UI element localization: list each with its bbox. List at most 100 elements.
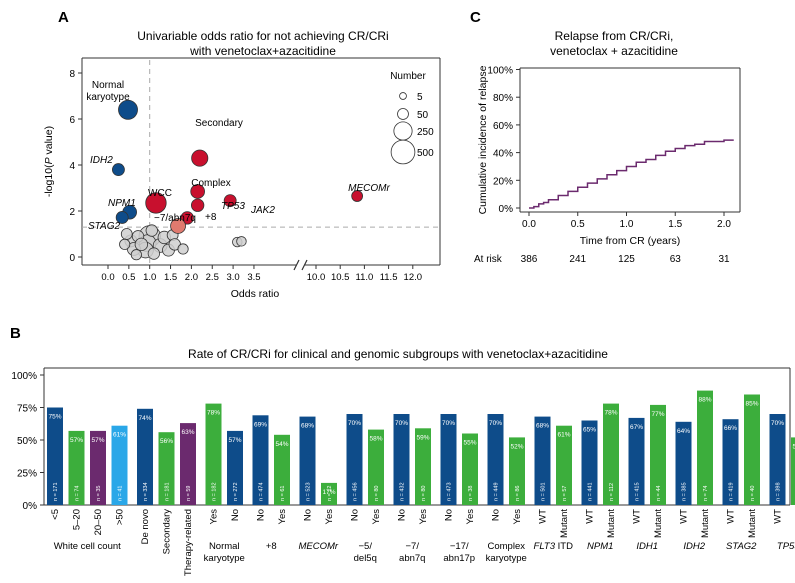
panel-a-scatter: Univariable odds ratio for not achieving… (43, 29, 441, 300)
chart-title: Rate of CR/CRi for clinical and genomic … (188, 347, 608, 361)
at-risk-value: 125 (618, 254, 635, 265)
group-label: TP53 (777, 541, 795, 552)
point-jak2 (223, 194, 237, 208)
category-label: Mutant (653, 509, 664, 538)
y-tick-label: 0% (23, 501, 38, 512)
y-tick-label: 80% (493, 93, 513, 104)
bar-value-label: 61% (113, 432, 126, 439)
category-label: Yes (371, 509, 382, 525)
category-label: WT (538, 509, 549, 524)
x-tick-label: 1.0 (620, 219, 634, 230)
x-tick-label: 0.0 (101, 272, 114, 283)
size-legend-circle (390, 139, 416, 165)
bar (47, 407, 63, 505)
bar (274, 434, 290, 505)
bar (68, 430, 85, 505)
bar-n-label: n = 272 (233, 482, 239, 501)
x-tick-label: 0.5 (122, 272, 135, 283)
chart-title: Univariable odds ratio for not achieving… (137, 29, 388, 58)
bar (650, 404, 666, 505)
bar-value-label: 61% (557, 432, 570, 439)
bar-n-label: n = 385 (682, 482, 688, 501)
x-tick-label: 2.0 (185, 272, 198, 283)
axis-break-mark (293, 259, 300, 271)
bar (744, 394, 760, 505)
panel-label-b: B (10, 325, 21, 342)
bar-value-label: 57% (70, 437, 83, 444)
group-label: +8 (266, 541, 277, 552)
bar (769, 414, 786, 505)
category-label: Secondary (162, 509, 173, 555)
category-label: No (491, 509, 502, 521)
x-tick-label: 10.5 (331, 272, 350, 283)
point (147, 247, 161, 260)
category-label: 5–20 (72, 509, 83, 530)
bar-value-label: 66% (724, 425, 737, 432)
category-label: No (230, 509, 241, 521)
bar-value-label: 70% (489, 420, 502, 427)
point-label: WCC (148, 188, 172, 199)
point-stag2 (115, 211, 129, 224)
bar (252, 415, 269, 505)
bar-value-label: 57% (228, 437, 241, 444)
bar-n-label: n = 80 (421, 486, 427, 501)
bar (227, 430, 243, 505)
bar-value-label: 65% (583, 427, 596, 434)
bar (556, 425, 572, 505)
group-label: IDH2 (683, 541, 705, 552)
bar (180, 423, 196, 505)
bar-value-label: 78% (207, 410, 220, 417)
bar-n-label: n = 398 (776, 482, 782, 501)
at-risk-value: 31 (718, 254, 730, 265)
bar-n-label: n = 44 (656, 486, 662, 501)
category-label: <5 (50, 509, 61, 520)
y-tick-label: 8 (69, 69, 75, 80)
size-legend-label: 50 (417, 110, 429, 121)
bar-value-label: 68% (301, 423, 314, 430)
bar-value-label: 69% (254, 421, 267, 428)
bar (628, 417, 645, 505)
category-label: Yes (324, 509, 335, 525)
category-label: No (256, 509, 267, 521)
point-label: IDH2 (90, 155, 113, 166)
point (177, 243, 189, 255)
bar-n-label: n = 35 (96, 486, 102, 501)
bar-n-label: n = 501 (541, 482, 547, 501)
bar (509, 437, 525, 505)
bar-value-label: 52% (510, 443, 523, 450)
point (120, 228, 133, 240)
y-tick-label: 25% (17, 469, 37, 480)
y-tick-label: 100% (11, 371, 37, 382)
category-label: WT (632, 509, 643, 524)
bar (462, 433, 478, 505)
bar-value-label: 54% (275, 441, 288, 448)
bar-n-label: n = 86 (515, 486, 521, 501)
point-label: JAK2 (250, 205, 275, 216)
x-tick-label: 1.5 (668, 219, 682, 230)
bar-value-label: 58% (369, 436, 382, 443)
category-label: WT (773, 509, 784, 524)
point-tp53 (190, 198, 205, 212)
category-label: No (350, 509, 361, 521)
y-tick-label: 75% (17, 404, 37, 415)
bar (137, 408, 153, 505)
incidence-curve (529, 139, 734, 209)
group-label: Complex karyotype (486, 541, 527, 564)
bar (393, 414, 410, 505)
category-label: 20–50 (93, 509, 104, 535)
group-label: −5/del5q (354, 541, 377, 564)
point-label: Secondary (195, 118, 243, 129)
y-tick-label: 6 (69, 115, 75, 126)
category-label: Yes (277, 509, 288, 525)
bar (415, 428, 431, 505)
point-label: NPM1 (108, 198, 136, 209)
size-legend-circle (397, 108, 409, 120)
point-label: +8 (205, 212, 217, 223)
y-tick-label: 4 (69, 161, 75, 172)
bar-n-label: n = 38 (468, 486, 474, 501)
at-risk-value: 241 (569, 254, 586, 265)
bar (321, 482, 337, 505)
bar-value-label: 70% (442, 420, 455, 427)
point-normal-karyotype (118, 99, 138, 120)
group-label: −17/abn17p (443, 541, 475, 564)
